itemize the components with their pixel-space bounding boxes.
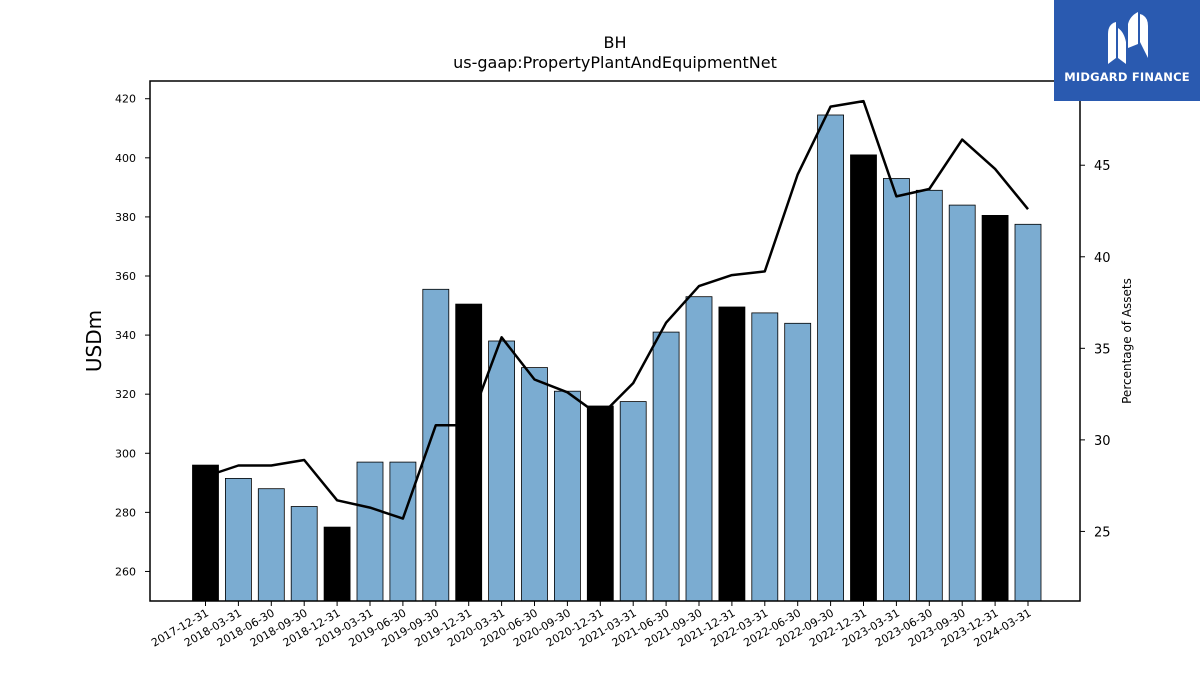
bar-2021-03-31: [619, 401, 647, 602]
y-tick-label: 400: [115, 152, 136, 165]
line-layer: [205, 99, 1029, 520]
y2-tick-label: 30: [1094, 434, 1111, 449]
y-axis-left: 260 280 300 320 340 360 380 400 420: [115, 93, 150, 578]
bar-2018-09-30: [290, 506, 318, 602]
midgard-logo-icon: [1108, 12, 1148, 64]
y2-tick-label: 40: [1094, 251, 1111, 266]
bar-2019-06-30: [389, 461, 417, 602]
bar-2024-03-31: [1014, 223, 1042, 602]
bar-2023-12-31: [981, 214, 1009, 602]
bar-2022-03-31: [751, 312, 779, 602]
bar-2020-12-31: [586, 405, 614, 602]
bar-2021-06-30: [652, 331, 680, 602]
bar-2022-12-31: [850, 154, 877, 602]
y2-tick-label: 35: [1094, 342, 1111, 357]
y2-tick-label: 45: [1094, 159, 1111, 174]
x-axis: 2017-12-312018-03-312018-06-302018-09-30…: [149, 601, 1034, 650]
bar-2020-09-30: [554, 390, 581, 602]
y-tick-label: 320: [115, 388, 136, 401]
percentage-line: [205, 99, 1029, 520]
bar-2018-06-30: [257, 488, 285, 602]
y-axis-right: 25 30 35 40 45: [1080, 159, 1111, 540]
y2-tick-label: 25: [1094, 525, 1111, 540]
bar-2023-03-31: [883, 178, 910, 602]
bar-2017-12-31: [192, 464, 219, 602]
y-tick-label: 340: [115, 329, 136, 342]
y-tick-label: 380: [115, 211, 136, 224]
bar-2020-06-30: [521, 367, 548, 602]
bar-2019-12-31: [455, 303, 483, 602]
bar-2018-12-31: [323, 526, 351, 602]
y-tick-label: 280: [115, 506, 136, 519]
bar-2021-09-30: [685, 296, 713, 602]
chart-title: BH: [603, 33, 626, 52]
bar-2023-09-30: [948, 204, 976, 602]
bar-2022-09-30: [817, 114, 844, 602]
y-tick-label: 420: [115, 93, 136, 106]
bar-2020-03-31: [488, 340, 516, 602]
bar-2023-06-30: [915, 189, 943, 602]
bars-layer: [192, 114, 1042, 602]
plot-frame: [149, 80, 1081, 602]
y-tick-label: 300: [115, 447, 136, 460]
brand-name: MIDGARD FINANCE: [1064, 70, 1190, 84]
y-tick-label: 360: [115, 270, 136, 283]
bar-2019-03-31: [356, 461, 384, 602]
y2-axis-label: Percentage of Assets: [1120, 278, 1134, 404]
bar-2022-06-30: [784, 322, 812, 602]
bar-2018-03-31: [224, 477, 252, 602]
bar-2021-12-31: [718, 306, 746, 602]
brand-logo: MIDGARD FINANCE: [1054, 0, 1200, 101]
chart-subtitle: us-gaap:PropertyPlantAndEquipmentNet: [453, 53, 777, 72]
y-tick-label: 260: [115, 565, 136, 578]
bar-2019-09-30: [422, 288, 450, 602]
y-axis-label: USDm: [82, 310, 106, 372]
